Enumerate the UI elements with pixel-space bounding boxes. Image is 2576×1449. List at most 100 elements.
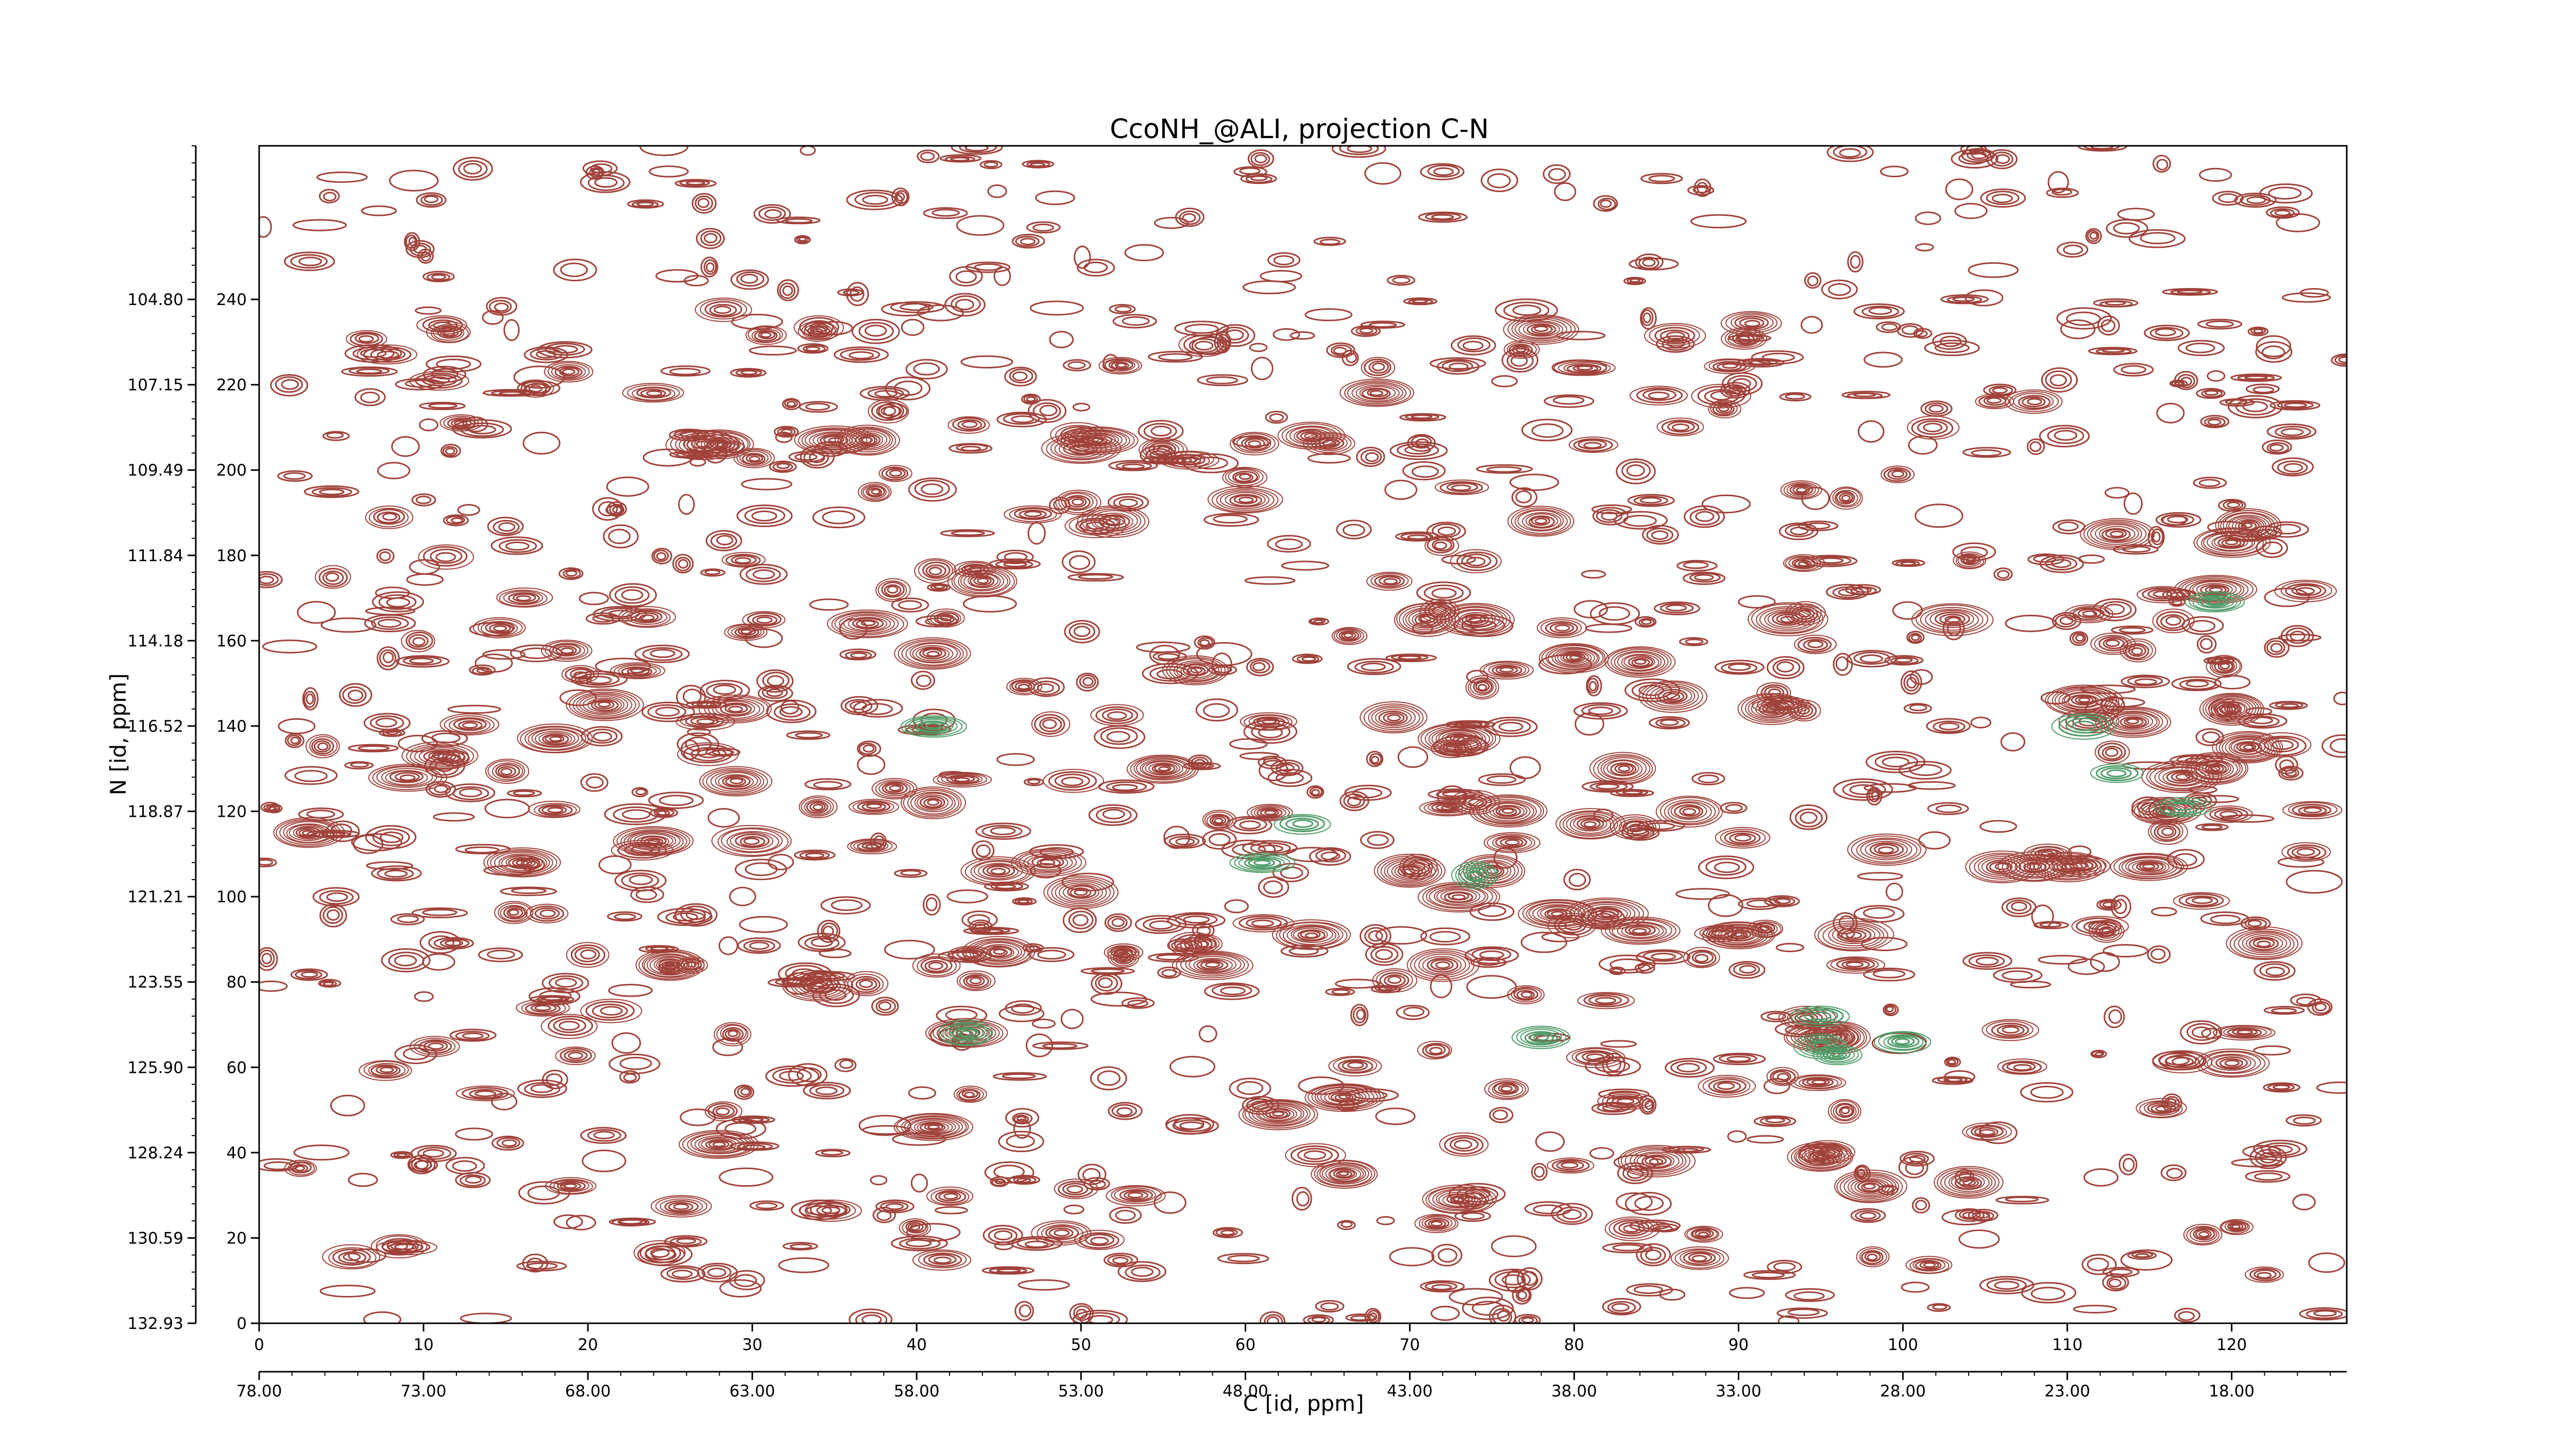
noise-contour: [1635, 949, 1691, 965]
contour-level: [2134, 678, 2157, 685]
contour-level: [357, 344, 418, 365]
contour-level: [1828, 283, 1851, 296]
contour-level: [1503, 301, 1550, 319]
contour-level: [2071, 694, 2097, 706]
contour-level: [1430, 357, 1486, 370]
contour-level: [1528, 902, 1586, 924]
noise-contour: [2156, 402, 2185, 424]
contour-level: [686, 180, 705, 186]
contour-level: [1224, 899, 1249, 914]
noise-contour: [259, 947, 278, 971]
contour-level: [834, 612, 899, 635]
contour-level: [433, 325, 465, 341]
noise-contour: [352, 834, 384, 854]
contour-level: [1275, 538, 1303, 550]
contour-level: [981, 1266, 1035, 1275]
contour-level: [1900, 561, 1916, 566]
medium-peak: [1573, 702, 1628, 720]
contour-level: [2202, 731, 2221, 744]
contour-level: [2121, 365, 2147, 375]
contour-level: [1551, 911, 1565, 917]
medium-peak: [370, 1234, 428, 1259]
contour-level: [1360, 449, 1382, 465]
contour-level: [1666, 331, 1685, 340]
noise-contour: [1640, 173, 1683, 184]
contour-level: [1249, 660, 1270, 673]
contour-level: [2285, 1114, 2322, 1127]
noise-contour: [2196, 635, 2217, 654]
contour-level: [1050, 436, 1112, 461]
contour-level: [1616, 1192, 1653, 1211]
contour-level: [1077, 505, 1149, 538]
noise-contour: [1325, 987, 1355, 996]
contour-level: [1425, 212, 1462, 221]
contour-level: [1315, 848, 1347, 863]
contour-level: [1088, 1315, 1113, 1323]
noise-contour: [579, 592, 609, 605]
contour-level: [2303, 807, 2322, 814]
noise-contour: [2026, 438, 2045, 455]
contour-level: [804, 324, 833, 339]
noise-contour: [905, 359, 948, 380]
contour-level: [1983, 396, 2007, 406]
contour-level: [524, 1002, 561, 1015]
contour-level: [2059, 616, 2074, 626]
contour-level: [2253, 1269, 2277, 1280]
contour-level: [731, 313, 783, 330]
contour-level: [365, 506, 414, 529]
contour-level: [2052, 686, 2117, 714]
contour-level: [800, 1199, 862, 1222]
contour-level: [1805, 522, 1831, 530]
noise-contour: [1980, 188, 2026, 208]
contour-level: [1954, 1176, 1982, 1190]
noise-contour: [1944, 1056, 1961, 1068]
noise-contour: [737, 937, 781, 954]
contour-level: [316, 171, 368, 183]
contour-level: [1039, 405, 1058, 416]
noise-contour: [939, 154, 982, 163]
contour-level: [1708, 399, 1741, 418]
contour-level: [1932, 1304, 1947, 1310]
noise-contour: [2201, 1027, 2222, 1039]
contour-level: [1163, 833, 1206, 849]
medium-peak: [439, 713, 500, 736]
contour-level: [668, 1202, 693, 1212]
noise-contour: [1727, 1130, 1747, 1143]
contour-level: [1589, 752, 1656, 785]
contour-level: [1890, 656, 1919, 665]
noise-contour: [2119, 1154, 2138, 1175]
contour-level: [1483, 832, 1541, 853]
contour-level: [1422, 956, 1462, 974]
contour-level: [2244, 918, 2267, 929]
contour-level: [2165, 616, 2182, 626]
contour-level: [1037, 683, 1054, 693]
noise-contour: [910, 670, 936, 690]
contour-level: [933, 772, 992, 788]
contour-level: [714, 441, 726, 447]
contour-level: [558, 567, 584, 580]
noise-contour: [857, 754, 886, 775]
contour-level: [1466, 975, 1517, 999]
contour-level: [598, 501, 618, 517]
contour-level: [2218, 510, 2279, 541]
medium-peak: [1715, 827, 1771, 849]
contour-level: [1600, 1040, 1637, 1048]
contour-level: [2004, 389, 2063, 414]
contour-level: [2287, 844, 2327, 861]
noise-contour: [1993, 967, 2043, 983]
contour-level: [1571, 1048, 1621, 1066]
noise-contour: [1396, 1005, 1430, 1020]
contour-level: [527, 1257, 544, 1270]
contour-level: [1863, 967, 1916, 982]
contour-level: [1706, 922, 1773, 948]
contour-level: [414, 373, 463, 389]
contour-level: [2217, 661, 2233, 671]
contour-level: [2002, 970, 2033, 981]
medium-peak: [1484, 1078, 1529, 1100]
contour-level: [2089, 231, 2098, 240]
contour-level: [358, 335, 374, 343]
contour-level: [860, 436, 873, 444]
contour-level: [691, 193, 717, 214]
contour-level: [1653, 601, 1701, 616]
noise-contour: [1804, 272, 1822, 289]
